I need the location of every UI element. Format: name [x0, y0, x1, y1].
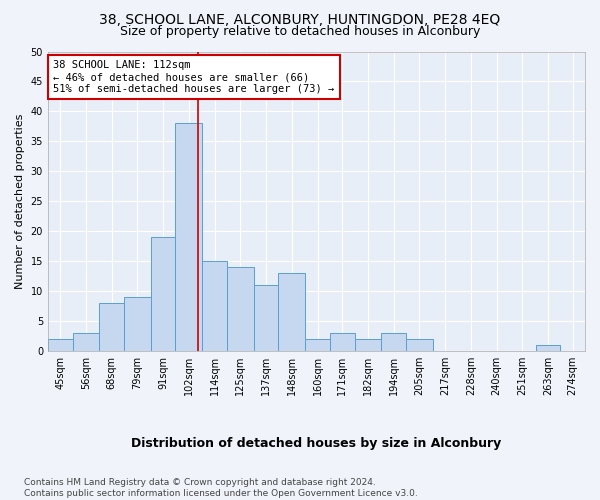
Bar: [202, 261, 227, 351]
Bar: [254, 285, 278, 351]
Bar: [278, 273, 305, 351]
Text: Contains HM Land Registry data © Crown copyright and database right 2024.
Contai: Contains HM Land Registry data © Crown c…: [24, 478, 418, 498]
Bar: [330, 333, 355, 351]
Bar: [73, 333, 100, 351]
Text: 38 SCHOOL LANE: 112sqm
← 46% of detached houses are smaller (66)
51% of semi-det: 38 SCHOOL LANE: 112sqm ← 46% of detached…: [53, 60, 335, 94]
Bar: [305, 339, 330, 351]
X-axis label: Distribution of detached houses by size in Alconbury: Distribution of detached houses by size …: [131, 437, 502, 450]
Bar: [227, 267, 254, 351]
Bar: [536, 345, 560, 351]
Bar: [151, 238, 175, 351]
Bar: [124, 297, 151, 351]
Bar: [48, 339, 73, 351]
Bar: [406, 339, 433, 351]
Bar: [100, 303, 124, 351]
Bar: [175, 124, 202, 351]
Bar: [382, 333, 406, 351]
Y-axis label: Number of detached properties: Number of detached properties: [15, 114, 25, 289]
Text: 38, SCHOOL LANE, ALCONBURY, HUNTINGDON, PE28 4EQ: 38, SCHOOL LANE, ALCONBURY, HUNTINGDON, …: [100, 12, 500, 26]
Bar: [355, 339, 382, 351]
Text: Size of property relative to detached houses in Alconbury: Size of property relative to detached ho…: [120, 25, 480, 38]
